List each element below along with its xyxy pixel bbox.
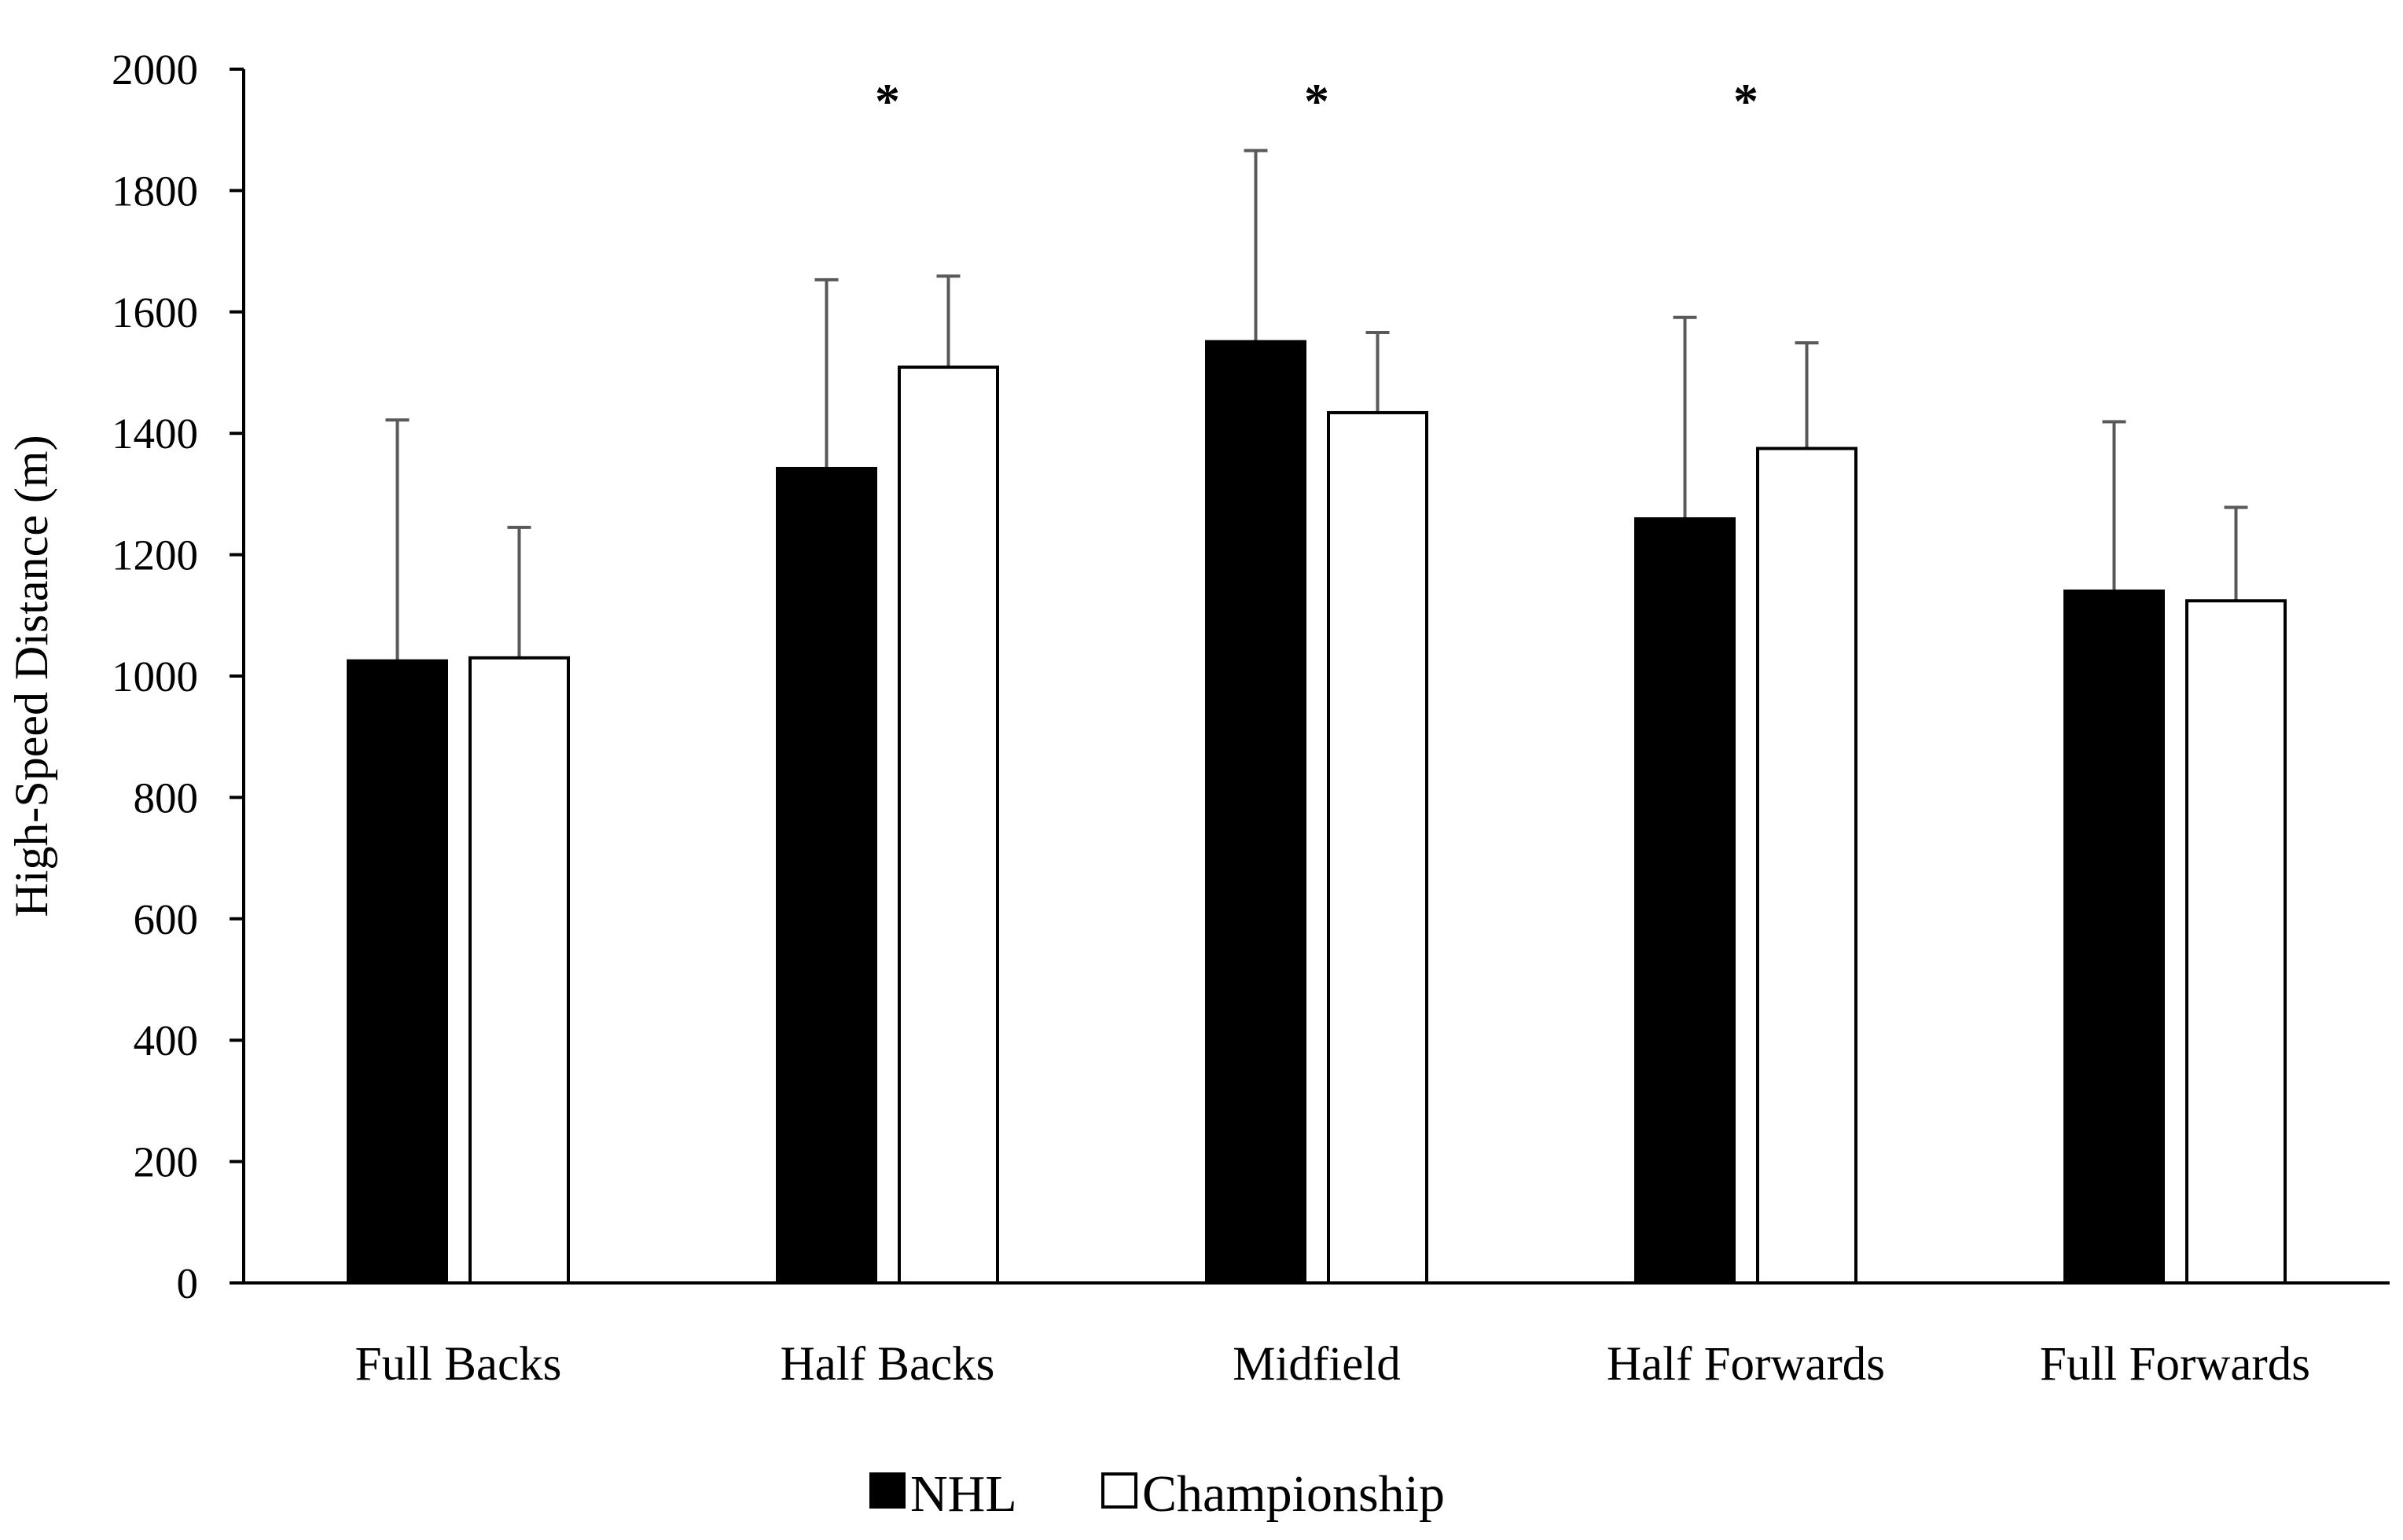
y-tick-label: 600 bbox=[134, 895, 199, 943]
bar-championship bbox=[1756, 447, 1857, 1285]
y-axis-label: High-Speed Distance (m) bbox=[6, 435, 57, 917]
legend: NHL Championship bbox=[869, 1465, 1445, 1523]
legend-label: Championship bbox=[1142, 1465, 1445, 1523]
y-tick-label: 400 bbox=[134, 1016, 199, 1064]
bar-championship bbox=[898, 366, 999, 1285]
y-tick-label: 800 bbox=[134, 774, 199, 821]
bar-championship bbox=[468, 656, 570, 1285]
bar-nhl bbox=[347, 659, 448, 1285]
bar-nhl bbox=[1634, 517, 1736, 1285]
x-axis: Full Backs Half Backs Midfield Half Forward… bbox=[244, 1281, 2390, 1391]
annotations: * * * bbox=[875, 73, 1758, 129]
x-tick-label: Midfield bbox=[1233, 1338, 1400, 1391]
legend-swatch-nhl bbox=[869, 1472, 906, 1509]
bar-nhl bbox=[776, 466, 877, 1285]
bars bbox=[347, 149, 2287, 1285]
bar-championship bbox=[2185, 599, 2287, 1285]
x-tick-label: Full Forwards bbox=[2040, 1338, 2310, 1391]
x-tick-label: Half Backs bbox=[781, 1338, 995, 1391]
legend-label: NHL bbox=[910, 1465, 1017, 1523]
significance-marker: * bbox=[1304, 73, 1329, 129]
significance-marker: * bbox=[1733, 73, 1758, 129]
bar-nhl bbox=[1205, 340, 1306, 1285]
y-tick-label: 1400 bbox=[112, 410, 198, 458]
x-tick-label: Full Backs bbox=[355, 1338, 562, 1391]
bar-championship bbox=[1327, 410, 1428, 1285]
y-tick-label: 1600 bbox=[112, 289, 198, 336]
legend-swatch-championship bbox=[1101, 1472, 1137, 1509]
x-tick-label: Half Forwards bbox=[1607, 1338, 1885, 1391]
y-tick-label: 2000 bbox=[112, 46, 198, 94]
y-tick-label: 1200 bbox=[112, 531, 198, 579]
y-tick-label: 1800 bbox=[112, 167, 198, 215]
significance-marker: * bbox=[875, 73, 900, 129]
y-tick-label: 0 bbox=[177, 1259, 199, 1307]
bar-nhl bbox=[2063, 589, 2165, 1285]
y-axis: 0 200 400 600 800 1000 1200 1400 1600 1800 2000 bbox=[112, 46, 245, 1307]
y-tick-label: 200 bbox=[134, 1138, 199, 1186]
y-tick-label: 1000 bbox=[112, 652, 198, 700]
